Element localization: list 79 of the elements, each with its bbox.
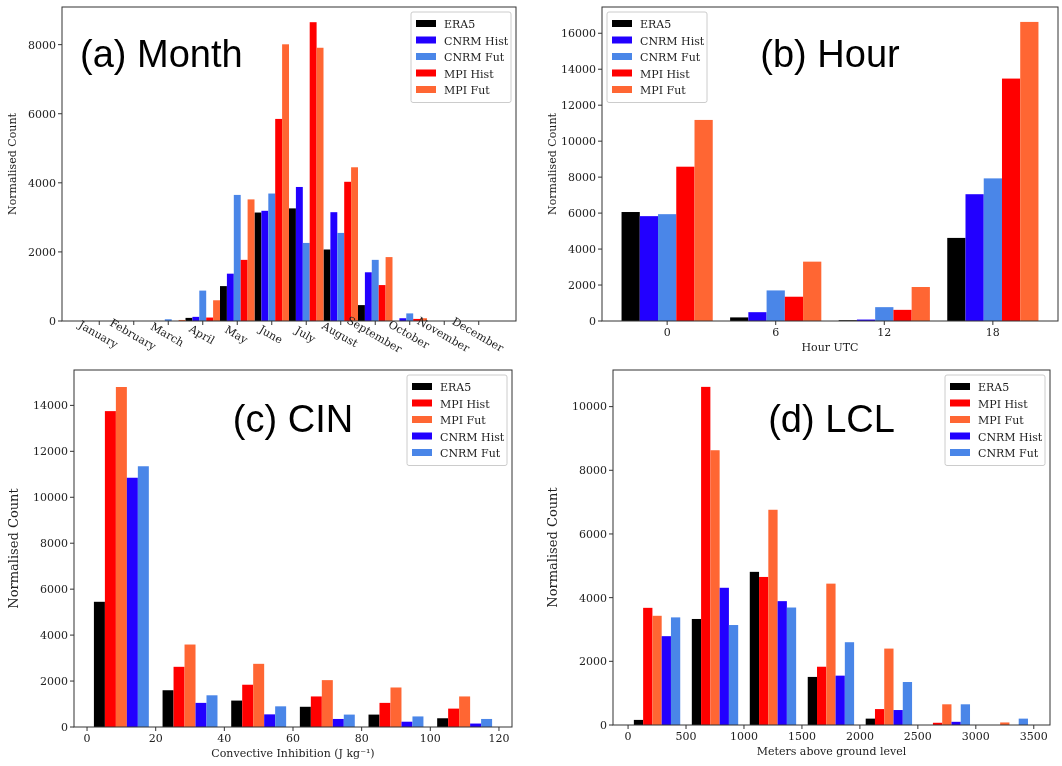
y-axis-title: Normalised Count [545,486,560,608]
y-tick-label: 10000 [561,135,596,149]
y-tick-label: 4000 [568,242,596,256]
legend-label: MPI Hist [978,397,1029,411]
y-tick-label: 14000 [33,399,68,413]
x-tick-label: 12 [877,326,892,339]
text: (b) Hour [760,33,901,75]
y-tick-label: 4000 [28,176,56,190]
y-tick-label: 8000 [40,537,68,551]
legend-label: CNRM Fut [640,51,701,64]
legend-label: CNRM Fut [444,51,505,64]
legend-label: CNRM Hist [640,34,705,48]
y-tick-label: 4000 [579,591,607,605]
x-tick-label: 500 [675,730,697,743]
x-tick-label: 20 [148,732,163,745]
y-axis-title: Normalised Count [6,112,19,215]
y-tick-label: 6000 [40,583,68,597]
y-tick-label: 8000 [28,38,56,52]
y-tick-label: 12000 [33,445,68,459]
x-tick-label: 1000 [729,730,758,743]
legend-label: MPI Fut [440,414,487,427]
y-tick-label: 8000 [579,464,607,478]
legend-label: MPI Fut [640,84,687,97]
x-tick-label: 100 [419,732,441,745]
x-tick-label: 6 [772,326,780,339]
y-tick-label: 6000 [568,206,596,220]
legend-label: MPI Fut [978,414,1025,427]
y-axis-title: Normalised Count [6,487,21,609]
x-tick-label: 1500 [787,730,816,743]
x-tick-label: June [255,322,285,347]
y-tick-label: 14000 [561,63,596,77]
y-tick-label: 8000 [568,170,596,184]
y-tick-label: 2000 [40,674,68,688]
y-tick-label: 10000 [33,491,68,505]
text: (a) Month [80,33,243,75]
x-tick-label: 18 [985,326,1000,339]
y-tick-label: 2000 [579,655,607,669]
legend-label: MPI Fut [444,84,491,97]
legend-label: MPI Hist [440,397,491,411]
legend-label: CNRM Hist [978,430,1043,444]
x-tick-label: April [185,321,218,348]
y-tick-label: 6000 [28,107,56,121]
text: (c) CIN [232,398,354,440]
x-tick-label: 0 [83,732,91,745]
y-tick-label: 0 [600,718,607,732]
x-tick-label: 40 [217,732,232,745]
x-tick-label: 60 [286,732,300,745]
legend-label: ERA5 [440,381,472,394]
y-tick-label: 4000 [40,628,68,642]
x-tick-label: July [291,323,319,347]
y-tick-label: 2000 [28,245,56,259]
y-tick-label: 6000 [579,527,607,541]
legend-label: CNRM Fut [440,447,501,460]
x-axis-title: Meters above ground level [756,745,907,758]
x-tick-label: 2500 [903,730,932,743]
x-tick-label: 80 [354,732,369,745]
x-tick-label: 0 [624,730,632,743]
legend-label: CNRM Hist [440,430,505,444]
x-tick-label: 2000 [845,730,874,743]
legend-label: MPI Hist [444,67,495,81]
text: (d) LCL [768,398,895,440]
y-axis-title: Normalised Count [546,112,559,215]
legend-label: ERA5 [640,18,672,31]
x-tick-label: 3000 [961,730,990,743]
y-tick-label: 16000 [561,27,596,41]
x-tick-label: 120 [488,732,510,745]
y-tick-label: 12000 [561,99,596,113]
x-tick-label: 3500 [1019,730,1048,743]
legend-label: CNRM Hist [444,34,509,48]
legend-label: CNRM Fut [978,447,1039,460]
legend-label: ERA5 [444,18,476,31]
x-tick-label: 0 [663,326,671,339]
y-tick-label: 10000 [572,400,607,414]
legend-label: MPI Hist [640,67,691,81]
y-tick-label: 2000 [568,278,596,292]
x-axis-title: Hour UTC [801,341,859,354]
y-tick-label: 0 [61,720,68,734]
x-axis-title: Convective Inhibition (J kg⁻¹) [211,747,375,760]
legend-label: ERA5 [978,381,1010,394]
